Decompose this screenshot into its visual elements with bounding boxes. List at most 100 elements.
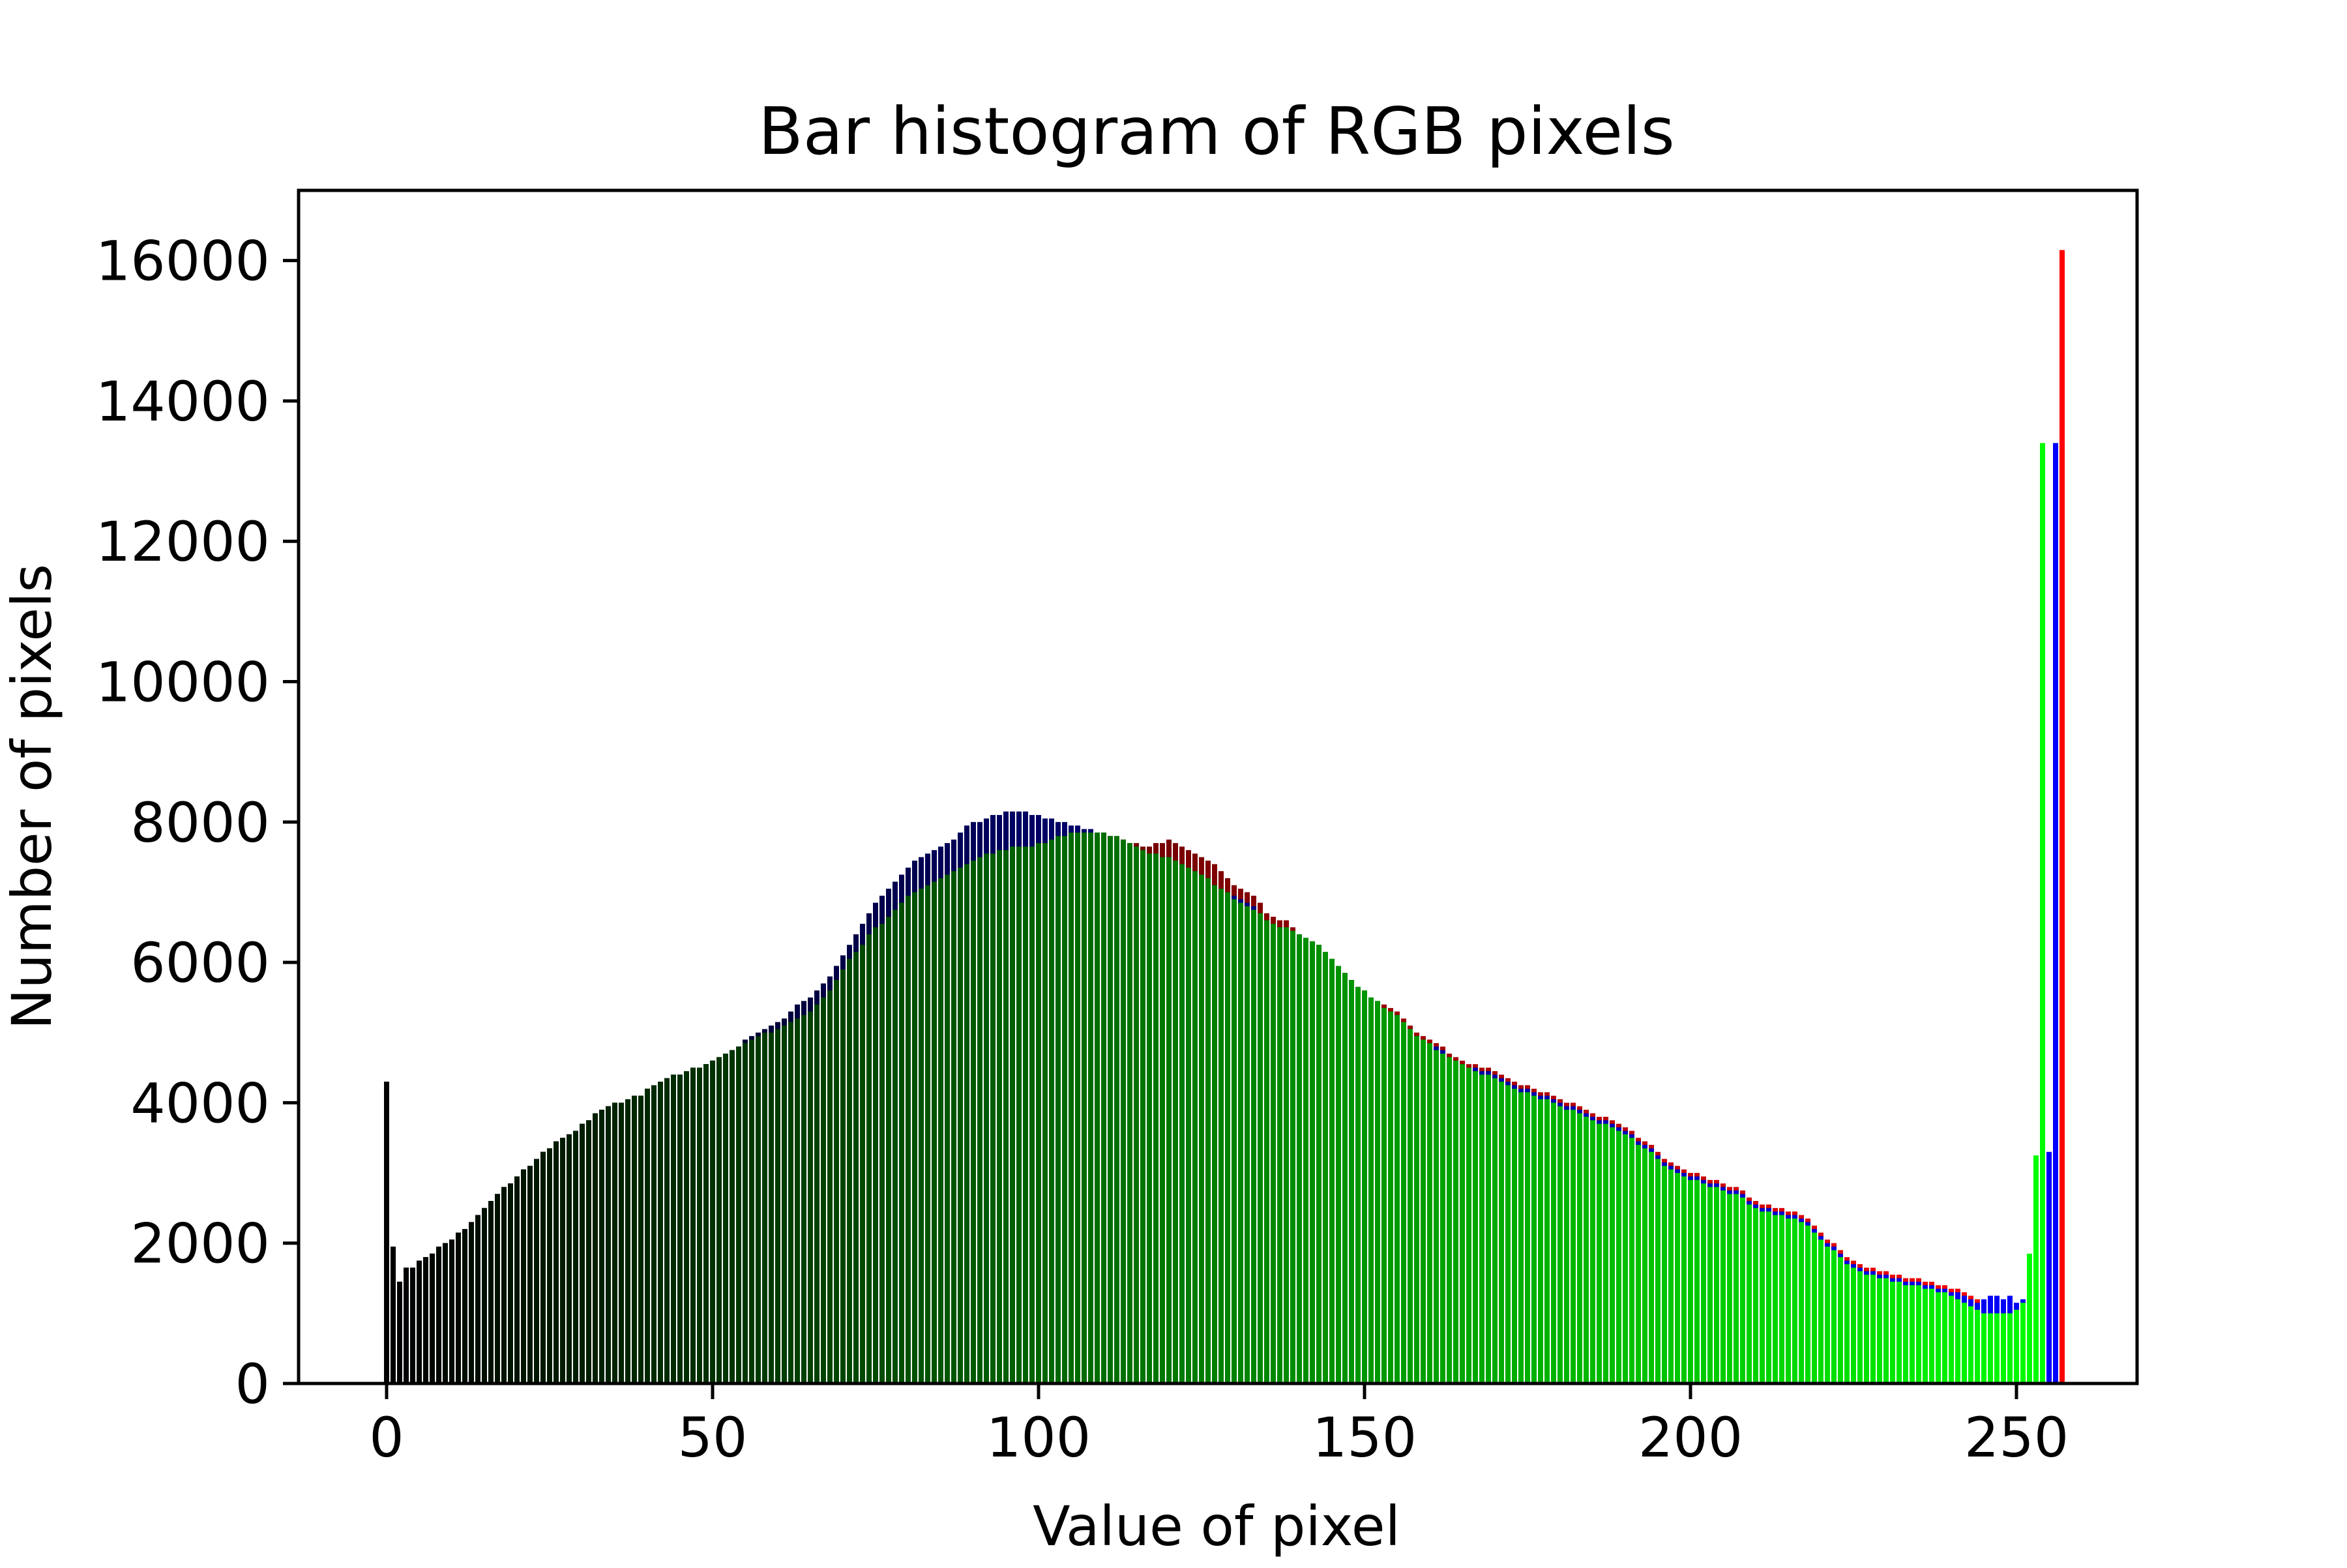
- bar-green-102: [1049, 839, 1054, 1383]
- bar-green-219: [1812, 1232, 1817, 1383]
- bar-green-8: [436, 1247, 441, 1383]
- bar-green-248: [2001, 1313, 2006, 1383]
- bar-green-202: [1701, 1183, 1706, 1383]
- plot-frame: [297, 188, 2139, 1385]
- bar-green-40: [645, 1088, 650, 1383]
- bar-green-243: [1968, 1306, 1973, 1383]
- bar-green-85: [938, 878, 943, 1383]
- bar-green-136: [1271, 923, 1276, 1383]
- bar-green-64: [801, 1014, 806, 1383]
- bar-green-59: [769, 1032, 774, 1383]
- bar-green-31: [586, 1120, 591, 1383]
- bar-green-251: [2020, 1303, 2026, 1383]
- bar-green-105: [1069, 832, 1074, 1383]
- bar-green-36: [619, 1102, 624, 1383]
- bar-green-185: [1590, 1120, 1595, 1383]
- bar-green-233: [1903, 1285, 1908, 1383]
- bar-green-194: [1649, 1151, 1654, 1383]
- bar-green-120: [1166, 857, 1172, 1383]
- bar-green-90: [971, 861, 976, 1383]
- bar-green-38: [632, 1095, 637, 1383]
- bar-green-245: [1981, 1313, 1986, 1383]
- bar-green-99: [1029, 846, 1035, 1383]
- x-tick-label-0: 0: [369, 1406, 404, 1470]
- bar-green-126: [1205, 878, 1211, 1383]
- bar-green-111: [1108, 836, 1113, 1383]
- bar-green-160: [1427, 1043, 1432, 1383]
- bar-green-87: [951, 871, 956, 1383]
- bar-green-96: [1010, 846, 1015, 1383]
- bar-green-190: [1623, 1134, 1628, 1383]
- bar-green-169: [1486, 1074, 1491, 1383]
- bar-green-163: [1447, 1057, 1452, 1383]
- bar-green-246: [1988, 1313, 1993, 1383]
- bar-green-29: [573, 1131, 578, 1383]
- bar-green-97: [1016, 846, 1022, 1383]
- bar-green-172: [1505, 1085, 1511, 1383]
- bar-green-129: [1225, 892, 1230, 1383]
- bar-green-145: [1329, 958, 1335, 1383]
- bar-green-192: [1636, 1145, 1641, 1383]
- bar-green-231: [1890, 1281, 1895, 1383]
- bar-green-68: [827, 990, 833, 1383]
- y-axis-title: Number of pixels: [0, 564, 64, 1029]
- bar-green-228: [1870, 1275, 1876, 1383]
- bar-green-109: [1095, 832, 1100, 1383]
- bar-green-167: [1473, 1071, 1478, 1383]
- bar-green-71: [847, 958, 852, 1383]
- bar-green-56: [749, 1039, 754, 1383]
- bar-green-113: [1121, 839, 1126, 1383]
- bar-green-81: [912, 892, 917, 1383]
- bar-green-158: [1414, 1036, 1419, 1383]
- bar-green-211: [1760, 1211, 1765, 1383]
- bar-green-108: [1088, 832, 1093, 1383]
- bar-green-75: [873, 927, 878, 1383]
- bar-green-174: [1518, 1092, 1524, 1383]
- bar-green-234: [1910, 1285, 1915, 1383]
- bar-green-65: [808, 1011, 813, 1383]
- bar-green-186: [1597, 1123, 1602, 1383]
- bar-green-122: [1179, 864, 1185, 1383]
- bar-green-131: [1238, 902, 1243, 1383]
- bar-green-144: [1323, 951, 1328, 1383]
- bar-green-41: [651, 1085, 657, 1383]
- bar-green-86: [945, 874, 950, 1383]
- bar-green-171: [1499, 1082, 1504, 1383]
- bar-green-156: [1401, 1022, 1406, 1383]
- bar-green-139: [1290, 930, 1295, 1383]
- bar-green-203: [1707, 1187, 1713, 1383]
- bar-green-46: [684, 1071, 689, 1383]
- bar-green-50: [710, 1060, 715, 1383]
- bar-green-77: [886, 917, 891, 1383]
- bar-green-82: [919, 889, 924, 1383]
- bar-green-237: [1929, 1288, 1934, 1383]
- bar-green-83: [925, 885, 930, 1383]
- bar-green-2: [397, 1281, 402, 1383]
- bar-green-132: [1245, 906, 1250, 1383]
- bar-green-98: [1023, 846, 1028, 1383]
- bar-green-215: [1786, 1219, 1791, 1383]
- bar-green-121: [1173, 861, 1178, 1383]
- bar-green-110: [1101, 832, 1106, 1383]
- bar-green-201: [1694, 1179, 1700, 1383]
- bar-green-78: [893, 910, 898, 1383]
- bar-green-37: [625, 1099, 630, 1383]
- bar-green-175: [1525, 1092, 1530, 1383]
- bar-green-247: [1994, 1313, 2000, 1383]
- bar-green-57: [756, 1036, 761, 1383]
- bar-green-183: [1577, 1113, 1582, 1383]
- x-axis-title: Value of pixel: [1033, 1494, 1400, 1558]
- bar-green-17: [495, 1194, 500, 1383]
- bar-green-198: [1675, 1173, 1680, 1383]
- bar-green-32: [593, 1113, 598, 1383]
- bar-green-3: [404, 1267, 409, 1383]
- bar-green-240: [1949, 1295, 1954, 1383]
- bar-green-51: [716, 1057, 722, 1383]
- bar-green-152: [1375, 1001, 1380, 1383]
- bar-green-187: [1603, 1123, 1608, 1383]
- bar-green-218: [1805, 1225, 1810, 1383]
- bar-green-224: [1844, 1264, 1850, 1383]
- bar-green-72: [853, 951, 859, 1383]
- y-tick-label-10000: 10000: [96, 651, 270, 715]
- bar-green-19: [508, 1183, 513, 1383]
